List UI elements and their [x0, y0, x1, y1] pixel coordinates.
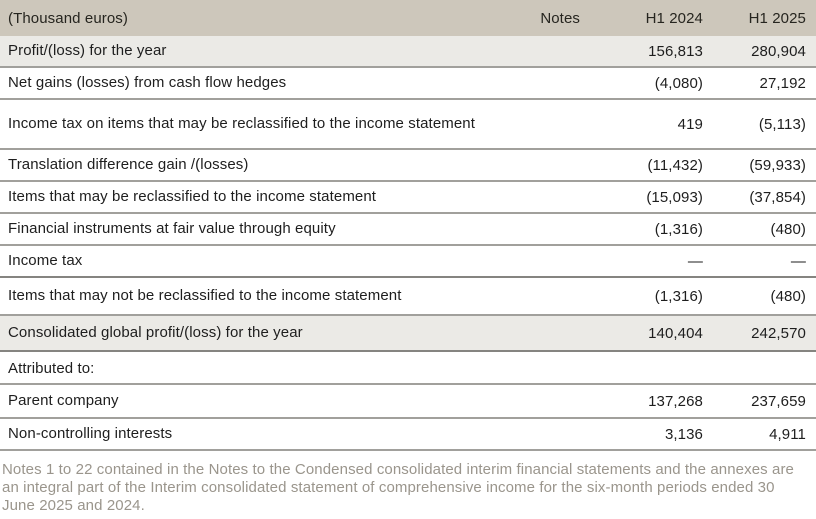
row-value-h1-2024: — — [687, 252, 703, 270]
row-value-h1-2024: (11,432) — [647, 156, 703, 174]
row-value-h1-2024: 419 — [677, 115, 703, 133]
row-value-h1-2025: 4,911 — [769, 425, 806, 443]
row-value-h1-2024: (4,080) — [654, 74, 703, 92]
row-value-h1-2025: 280,904 — [751, 42, 806, 60]
row-value-h1-2025: — — [790, 252, 806, 270]
table-row-consolidated-global-profit: Consolidated global profit/(loss) for th… — [0, 316, 816, 352]
row-label: Items that may not be reclassified to th… — [8, 287, 402, 304]
row-label: Profit/(loss) for the year — [8, 42, 167, 59]
table-row-net-gains-cash-flow-hedges: Net gains (losses) from cash flow hedges… — [0, 68, 816, 100]
row-value-h1-2025: 242,570 — [751, 324, 806, 342]
row-label: Attributed to: — [8, 360, 95, 377]
table-row-items-may-not-be-reclassified: Items that may not be reclassified to th… — [0, 278, 816, 316]
row-value-h1-2024: 140,404 — [648, 324, 703, 342]
row-value-h1-2024: (15,093) — [646, 188, 703, 206]
table-row-income-tax-reclassified: Income tax on items that may be reclassi… — [0, 100, 816, 150]
table-row-translation-difference: Translation difference gain /(losses) (1… — [0, 150, 816, 182]
row-value-h1-2025: 237,659 — [751, 392, 806, 410]
row-value-h1-2025: (480) — [770, 220, 806, 238]
table-row-profit-for-the-year: Profit/(loss) for the year 156,813 280,9… — [0, 36, 816, 68]
row-value-h1-2024: 156,813 — [648, 42, 703, 60]
row-label: Translation difference gain /(losses) — [8, 156, 249, 173]
column-header-notes: Notes — [540, 9, 580, 27]
row-label: Income tax on items that may be reclassi… — [8, 115, 476, 132]
table-row-attributed-to: Attributed to: — [0, 355, 816, 385]
row-label: Parent company — [8, 392, 119, 409]
row-label: Non-controlling interests — [8, 425, 173, 442]
row-value-h1-2025: 27,192 — [759, 74, 806, 92]
row-value-h1-2025: (59,933) — [749, 156, 806, 174]
table-row-financial-instruments-fair-value: Financial instruments at fair value thro… — [0, 214, 816, 246]
table-header-row: (Thousand euros) Notes H1 2024 H1 2025 — [0, 0, 816, 36]
table-row-parent-company: Parent company 137,268 237,659 — [0, 385, 816, 419]
row-label: Consolidated global profit/(loss) for th… — [8, 324, 303, 341]
row-value-h1-2024: 3,136 — [664, 425, 703, 443]
row-value-h1-2025: (5,113) — [758, 115, 806, 133]
row-label: Financial instruments at fair value thro… — [8, 220, 336, 237]
row-label: Items that may be reclassified to the in… — [8, 188, 377, 205]
row-value-h1-2025: (480) — [770, 287, 806, 305]
table-row-items-may-be-reclassified: Items that may be reclassified to the in… — [0, 182, 816, 214]
row-value-h1-2024: 137,268 — [648, 392, 703, 410]
column-header-h1-2025: H1 2025 — [748, 9, 806, 27]
row-value-h1-2024: (1,316) — [654, 287, 703, 305]
table-row-non-controlling-interests: Non-controlling interests 3,136 4,911 — [0, 419, 816, 451]
column-header-thousand-euros: (Thousand euros) — [8, 9, 128, 27]
table-footnote: Notes 1 to 22 contained in the Notes to … — [2, 461, 794, 514]
row-label: Net gains (losses) from cash flow hedges — [8, 74, 287, 91]
table-row-income-tax: Income tax — — — [0, 246, 816, 278]
row-value-h1-2025: (37,854) — [749, 188, 806, 206]
row-value-h1-2024: (1,316) — [654, 220, 703, 238]
column-header-h1-2024: H1 2024 — [645, 9, 703, 27]
row-label: Income tax — [8, 252, 83, 269]
